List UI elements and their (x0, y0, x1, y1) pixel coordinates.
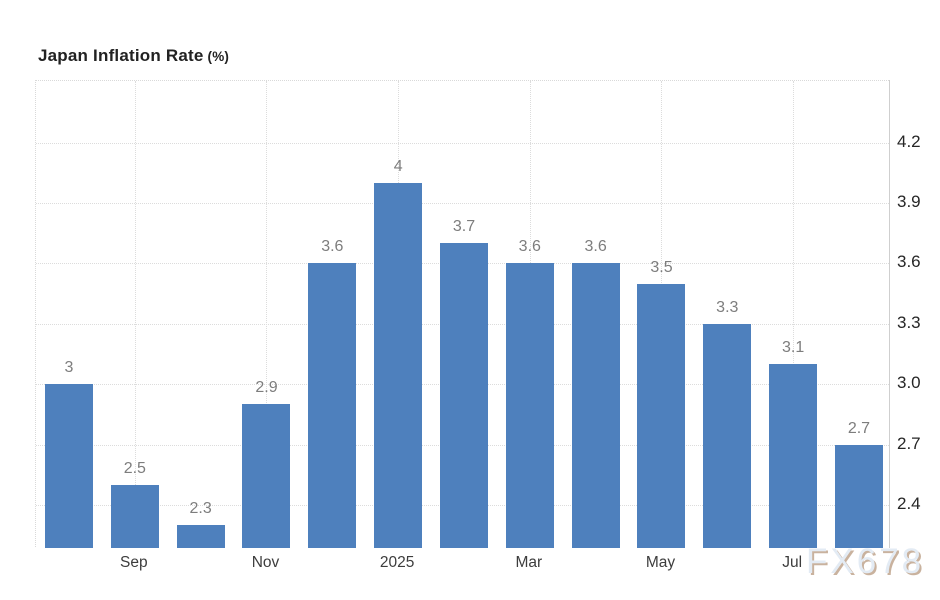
bar[interactable] (769, 364, 818, 548)
bar[interactable] (834, 444, 883, 548)
bar[interactable] (505, 263, 554, 548)
bar-value-label: 3.5 (650, 258, 673, 276)
bar[interactable] (242, 404, 291, 548)
plot-area: 3 2.5 2.3 2.9 3.6 4 3.7 3.6 3.6 3.5 3.3 3.1 2.7 (35, 80, 889, 548)
bar[interactable] (110, 484, 159, 548)
x-tick-label: Sep (120, 554, 148, 571)
x-tick-label: Mar (515, 554, 543, 571)
bar-value-label: 4 (393, 157, 403, 175)
y-tick-label: 2.7 (897, 433, 921, 453)
y-tick-label: 2.4 (897, 494, 921, 513)
gridline-vertical (793, 81, 795, 547)
bar-value-label: 3 (64, 359, 74, 377)
y-tick-label: 3.6 (897, 252, 921, 272)
y-tick-label: 3.0 (897, 373, 921, 393)
bar[interactable] (439, 243, 488, 548)
bar-value-label: 2.5 (123, 459, 146, 477)
bar[interactable] (45, 384, 93, 548)
bar[interactable] (308, 263, 357, 548)
y-tick-label: 4.2 (897, 131, 921, 151)
x-tick-label: Jul (782, 554, 803, 571)
x-tick-label: May (645, 554, 676, 571)
bar-value-label: 3.6 (321, 238, 344, 256)
y-tick-label: 3.9 (897, 192, 921, 211)
bar-value-label: 2.9 (255, 379, 278, 397)
bar-value-label: 3.6 (518, 238, 541, 256)
gridline-vertical (266, 81, 268, 547)
bar[interactable] (374, 182, 423, 548)
bar-value-label: 3.6 (584, 238, 607, 256)
bar[interactable] (703, 323, 752, 548)
bar-value-label: 3.7 (452, 218, 476, 236)
bar[interactable] (637, 283, 686, 548)
y-axis-line (889, 80, 890, 548)
x-tick-label: Nov (251, 554, 280, 571)
gridline-vertical (134, 81, 136, 547)
bar-value-label: 3.3 (716, 298, 739, 316)
chart-title: Japan Inflation Rate (%) (38, 46, 229, 66)
gridline-horizontal (36, 203, 889, 204)
watermark-fx678: FX678 (806, 542, 925, 581)
gridline-horizontal (36, 142, 889, 144)
y-tick-label: 3.3 (897, 312, 921, 332)
x-tick-label: 2025 (379, 554, 415, 571)
chart-title-text: Japan Inflation Rate (38, 46, 204, 65)
bar-value-label: 3.1 (782, 339, 805, 357)
bar-value-label: 2.3 (189, 500, 212, 518)
bar[interactable] (571, 263, 620, 548)
bar[interactable] (176, 525, 225, 548)
chart-title-unit: (%) (207, 49, 230, 64)
bar-value-label: 2.7 (847, 419, 871, 437)
